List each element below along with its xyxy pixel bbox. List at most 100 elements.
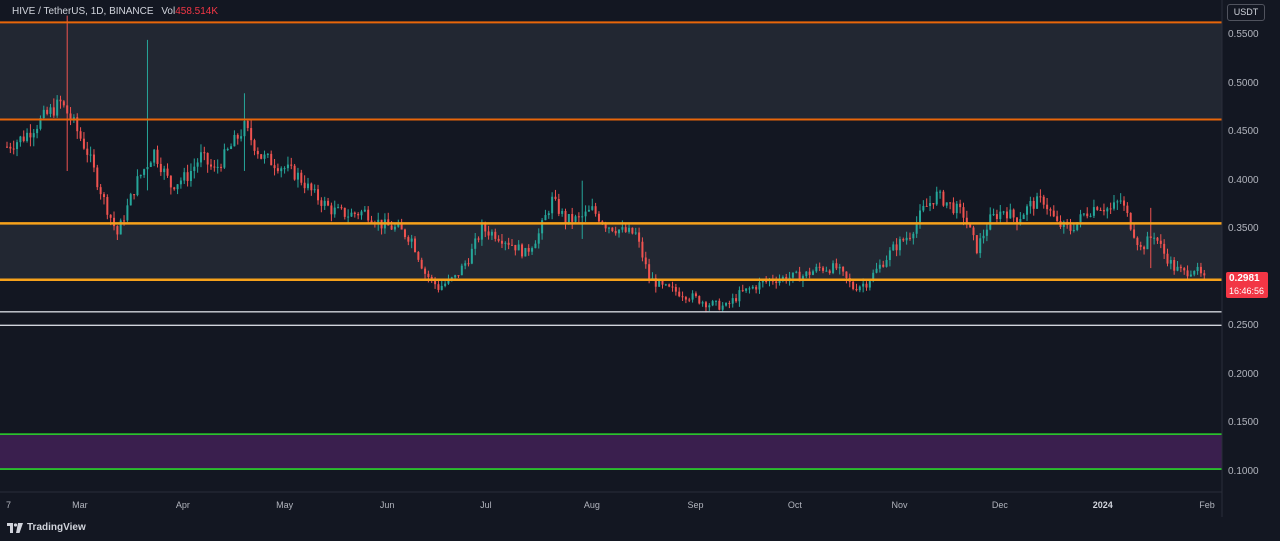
candle-body [1156,237,1159,241]
candle-body [76,117,79,132]
candle [273,158,276,176]
candle-body [457,275,460,277]
candle-body [280,168,283,172]
candle-body [574,216,577,222]
candle-body [490,231,493,236]
candle-body [437,284,440,290]
candle-body [969,224,972,228]
candle-body [1029,200,1032,207]
candle-body [711,301,714,306]
candle-body [293,165,296,180]
candle [357,212,360,220]
candle-body [296,172,299,180]
candle [313,184,316,193]
candle [9,142,12,154]
candle-body [681,296,684,298]
candle [1082,213,1085,217]
candle [912,231,915,245]
candle-body [410,238,413,242]
candle-body [684,297,687,300]
candle [189,163,192,187]
candle-body [233,134,236,147]
candle-body [945,202,948,206]
candle-body [765,280,768,282]
candle [1129,212,1132,231]
candle [735,293,738,303]
candle [410,234,413,249]
candle [517,240,520,251]
currency-button[interactable]: USDT [1227,4,1265,21]
candle [62,99,65,108]
candle-body [517,244,520,251]
candle [952,197,955,215]
candle [557,193,560,217]
candle [1193,270,1196,277]
candle-body [253,140,256,151]
candle [220,163,223,172]
candle [173,186,176,191]
candle-body [688,299,691,301]
candle-body [584,211,587,217]
candle-body [159,163,162,173]
candle-body [497,238,500,241]
candle [564,208,567,230]
candle [1159,234,1162,249]
candle [39,115,42,131]
candle [494,228,497,242]
candle-body [845,271,848,278]
candle [681,291,684,301]
candle-body [129,194,132,206]
candle [89,146,92,163]
candle-body [1189,274,1192,277]
candle [1052,205,1055,218]
candle-body [403,229,406,238]
candle-body [581,216,584,218]
candle-body [1179,266,1182,269]
candle-body [1072,229,1075,231]
candle [102,192,105,205]
candle-body [363,209,366,212]
candle [664,283,667,286]
candle-body [648,264,651,279]
candle [955,201,958,219]
candle [882,260,885,268]
candle [159,157,162,176]
candle-body [1153,237,1156,239]
candle-body [908,237,911,239]
candle [591,198,594,211]
symbol-legend[interactable]: HIVE / TetherUS, 1D, BINANCE Vol458.514K [12,6,218,17]
tradingview-logo[interactable]: TradingView [7,522,86,533]
candle [838,263,841,275]
candle [755,285,758,294]
candle-body [982,235,985,239]
candle-body [1082,213,1085,215]
candle [246,119,249,132]
candle [949,202,952,210]
candle-body [725,303,728,306]
candle-body [256,150,259,155]
candle [922,200,925,213]
time-tick-label: May [276,500,294,510]
candle [895,238,898,257]
candle-body [1159,240,1162,244]
candle-body [430,276,433,279]
candle [353,211,356,218]
candle [1189,270,1192,278]
candle-body [805,271,808,277]
candle-body [791,272,794,278]
candle [1042,194,1045,209]
candle [1176,261,1179,272]
candle-body [628,227,631,232]
candle-body [614,230,617,234]
candle [985,223,988,242]
candle-body [79,131,82,139]
candle-body [842,266,845,272]
candle [139,174,142,179]
time-tick-label: Jun [379,500,395,510]
candle-body [116,226,119,235]
candle-body [611,227,614,231]
candle-body [216,166,219,168]
candle [524,247,527,257]
candle-body [9,146,12,149]
